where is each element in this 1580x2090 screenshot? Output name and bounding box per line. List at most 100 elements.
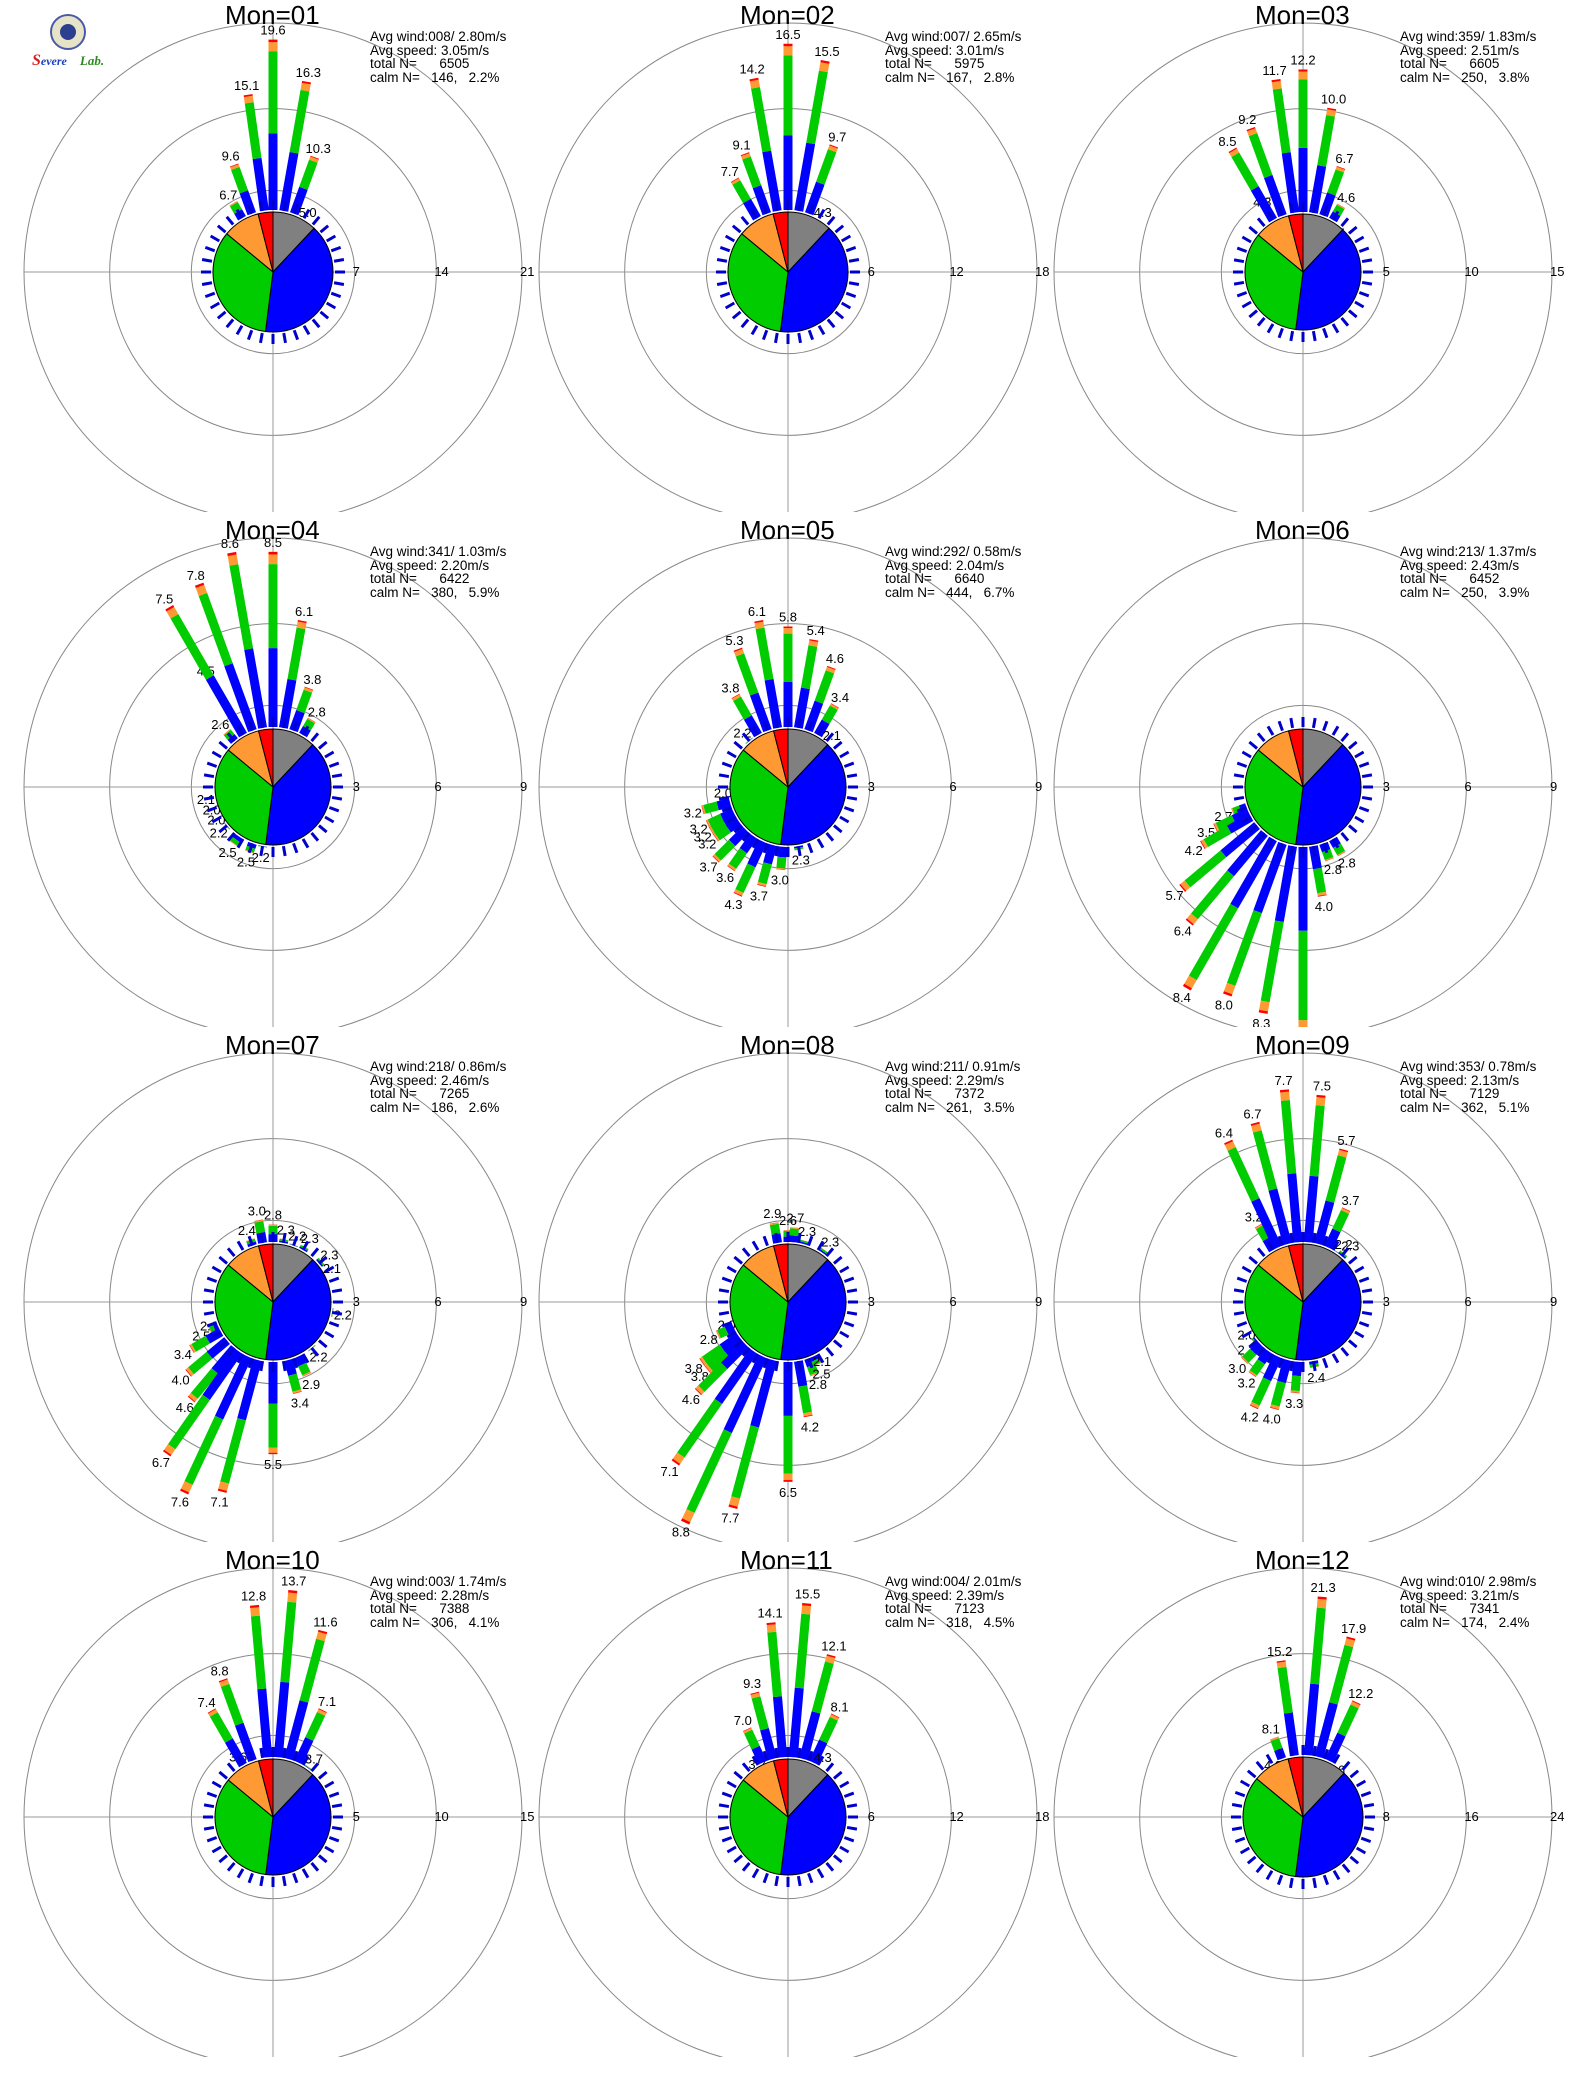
petal-label: 3.2 (690, 822, 708, 837)
petal-stub (226, 732, 236, 743)
petal-stub (1289, 845, 1295, 857)
ring-label: 21 (520, 264, 534, 279)
wind-rose-svg: 3693.26.46.77.77.55.73.72.22.32.02.33.03… (1053, 1052, 1557, 1542)
petal-stub (1331, 210, 1340, 221)
petal-stub (310, 1861, 320, 1872)
petal-label: 7.8 (187, 568, 205, 583)
petal-stub (807, 1750, 814, 1762)
petal-label: 11.6 (313, 1614, 337, 1629)
petal (294, 1708, 327, 1765)
petal-label: 3.7 (700, 859, 718, 874)
petal-stub (1311, 717, 1317, 729)
petal-stub (762, 1750, 769, 1762)
petal-stub (1340, 732, 1350, 743)
petal-stub (247, 1357, 254, 1369)
petal-label: 5.5 (264, 1457, 282, 1472)
stats-line: Avg wind:213/ 1.37m/s (1400, 544, 1537, 559)
pie-slice (1294, 1772, 1364, 1878)
petal (757, 843, 777, 888)
petal-stub (1289, 1745, 1294, 1757)
pie-slice (1242, 1778, 1304, 1878)
pie-slice (1244, 749, 1304, 846)
petal-stub (846, 1288, 858, 1294)
petal-stub (774, 1747, 780, 1759)
lab-logo-text: Severe Lab. (32, 52, 105, 69)
petal-label: 2.6 (211, 717, 229, 732)
petal-stub (1354, 235, 1365, 244)
petal-label: 7.6 (171, 1495, 189, 1510)
petal-stub (840, 301, 852, 310)
petal-stub (740, 215, 750, 226)
petal-label: 7.7 (721, 1510, 739, 1525)
petal-stub (203, 1310, 215, 1316)
petal-stub (1322, 1748, 1330, 1760)
ring-label: 18 (1035, 1809, 1049, 1824)
stats-line: total N= 6505 (370, 56, 470, 71)
ring-label: 6 (434, 1294, 441, 1309)
petal-stub (201, 258, 213, 263)
pie-slice (780, 1774, 847, 1876)
pie-slice (212, 233, 274, 333)
petal-stub (310, 1762, 320, 1773)
petal-stub (319, 224, 330, 234)
ring-label: 5 (1383, 264, 1390, 279)
ring-label: 9 (1550, 1294, 1557, 1309)
petal-stub (1277, 842, 1284, 854)
petal-stub (774, 1232, 780, 1244)
petal-stub (259, 1875, 265, 1887)
petal-stub (281, 717, 287, 729)
petal-label: 12.8 (241, 1588, 266, 1603)
stats-line: calm N= 444, 6.7% (885, 584, 1015, 600)
stats-line: Avg speed: 2.46m/s (370, 1072, 490, 1088)
petal-stub (1266, 323, 1275, 334)
petal-stub (1361, 258, 1373, 264)
petal-stub (206, 1276, 218, 1283)
speed-pie (214, 1758, 332, 1876)
petal-stub (807, 1357, 814, 1369)
petal-stub (206, 1791, 218, 1798)
speed-pie (212, 211, 334, 333)
petal-label: 3.4 (831, 690, 849, 705)
ring-label: 3 (1383, 779, 1390, 794)
stats-block: Avg wind:003/ 1.74m/s Avg speed: 2.28m/s t… (370, 1575, 506, 1629)
petal (788, 1227, 799, 1243)
petal (1258, 845, 1298, 1014)
stats-line: total N= 6605 (1400, 56, 1500, 71)
petal-stub (726, 815, 737, 824)
petal-stub (726, 1845, 737, 1854)
ring-label: 15 (520, 1809, 534, 1824)
petal-stub (330, 291, 342, 299)
petal-stub (839, 815, 850, 824)
petal (1314, 1148, 1349, 1246)
petal-stub (1311, 330, 1317, 342)
petal-stub (733, 1255, 744, 1265)
petal-stub (774, 1360, 780, 1372)
petal-label: 8.4 (1173, 990, 1191, 1005)
stats-line: total N= 6422 (370, 571, 470, 586)
petal-stub (1363, 1826, 1375, 1831)
petal-stub (324, 815, 335, 824)
petal-stub (203, 773, 215, 779)
petal-stub (1340, 316, 1350, 327)
petal-stub (1248, 309, 1259, 319)
ring-label: 6 (868, 1809, 875, 1824)
petal-stub (718, 1310, 730, 1316)
petal-label: 5.4 (807, 623, 825, 638)
petal-stub (1358, 1276, 1370, 1283)
petal-label: 3.0 (1228, 1361, 1246, 1376)
petal-label: 2.7 (786, 1211, 804, 1226)
petal-stub (816, 1353, 825, 1364)
petal-stub (324, 1780, 335, 1789)
petal-stub (317, 1255, 328, 1265)
petal-stub (282, 200, 287, 212)
petal-label: 2.8 (1338, 856, 1356, 871)
petal-stub (816, 725, 825, 736)
ring-label: 6 (868, 264, 875, 279)
petal-stub (218, 824, 229, 834)
petal-stub (741, 1762, 751, 1773)
petal-stub (292, 842, 299, 854)
petal-stub (236, 725, 245, 736)
petal-label: 6.4 (1174, 923, 1192, 938)
wind-rose-panel: 510153.67.48.812.813.711.67.13.7Mon=10Av… (15, 1545, 535, 2057)
petal-stub (1355, 1779, 1367, 1788)
